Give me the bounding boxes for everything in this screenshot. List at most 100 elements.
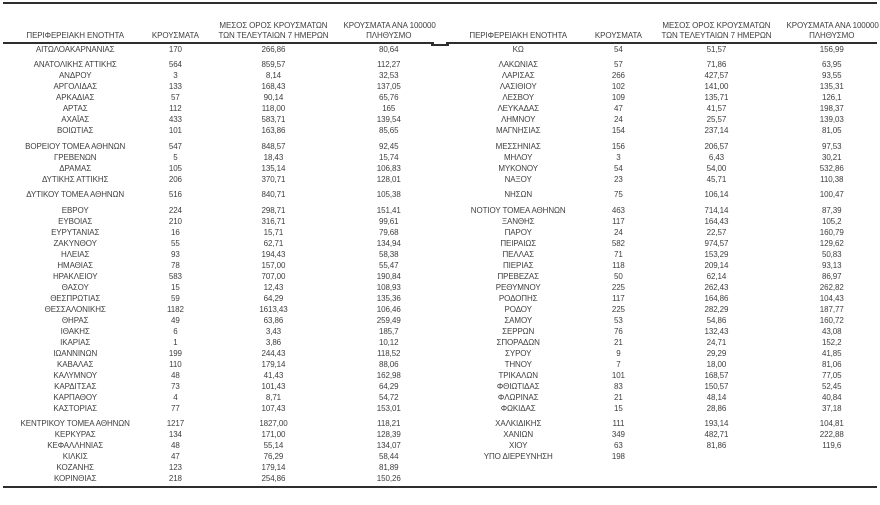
avg-7day-cell: 254,86 [261, 473, 286, 483]
per-100k-cell: 15,74 [378, 152, 399, 162]
tables-container: ΠΕΡΙΦΕΡΕΙΑΚΗ ΕΝΟΤΗΤΑ ΚΡΟΥΣΜΑΤΑ ΜΕΣΟΣ ΟΡΟ… [3, 4, 879, 484]
per-100k-cell: 99,61 [378, 216, 399, 226]
per-100k-cell: 162,98 [376, 370, 401, 380]
cases-cell: 1 [173, 337, 178, 347]
table-header: ΠΕΡΙΦΕΡΕΙΑΚΗ ΕΝΟΤΗΤΑ ΚΡΟΥΣΜΑΤΑ ΜΕΣΟΣ ΟΡΟ… [446, 4, 879, 44]
cases-cell: 547 [168, 141, 182, 151]
cases-cell: 199 [168, 348, 182, 358]
cases-cell: 118 [612, 260, 625, 270]
avg-7day-cell: 179,14 [261, 462, 286, 472]
cases-cell: 110 [169, 359, 182, 369]
cases-cell: 63 [614, 440, 623, 450]
cases-cell: 433 [168, 115, 182, 125]
region-name-cell: ΛΕΥΚΑΔΑΣ [497, 104, 539, 114]
per-100k-cell: 112,27 [377, 60, 401, 70]
region-name-cell: ΘΕΣΠΡΩΤΙΑΣ [50, 293, 101, 303]
region-name-cell: ΜΗΛΟΥ [503, 152, 533, 162]
cases-cell: 75 [614, 190, 623, 200]
avg-7day-cell: 101,43 [261, 381, 286, 391]
header-row: ΠΕΡΙΦΕΡΕΙΑΚΗ ΕΝΟΤΗΤΑ ΚΡΟΥΣΜΑΤΑ ΜΕΣΟΣ ΟΡΟ… [446, 4, 879, 44]
table-header: ΠΕΡΙΦΕΡΕΙΑΚΗ ΕΝΟΤΗΤΑ ΚΡΟΥΣΜΑΤΑ ΜΕΣΟΣ ΟΡΟ… [3, 4, 436, 44]
region-name-cell: ΑΝΑΤΟΛΙΚΗΣ ΑΤΤΙΚΗΣ [33, 60, 117, 70]
region-name-cell: ΚΑΒΑΛΑΣ [57, 359, 94, 369]
table-row: ΠΙΕΡΙΑΣ 118 209,14 93,13 [446, 260, 877, 271]
avg-7day-cell: 118,00 [261, 104, 286, 114]
avg-7day-cell: 168,43 [261, 82, 286, 92]
region-name-cell: ΑΡΤΑΣ [62, 104, 88, 114]
table-row: ΚΑΡΠΑΘΟΥ 4 8,71 54,72 [3, 392, 434, 403]
region-name-cell: ΦΘΙΩΤΙΔΑΣ [496, 381, 540, 391]
avg-7day-cell: 974,57 [704, 238, 729, 248]
avg-7day-cell: 63,86 [263, 315, 284, 325]
top-rule [3, 2, 877, 4]
per-100k-cell: 32,53 [378, 71, 399, 81]
region-name-cell: ΦΩΚΙΔΑΣ [500, 403, 536, 413]
region-name-cell: ΗΡΑΚΛΕΙΟΥ [52, 271, 98, 281]
per-100k-cell: 156,99 [819, 45, 844, 54]
per-100k-cell: 187,77 [819, 304, 844, 314]
table-row: ΗΜΑΘΙΑΣ 78 157,00 55,47 [3, 260, 434, 271]
avg-7day-cell: 41,43 [263, 370, 284, 380]
regional-cases-table-left: ΠΕΡΙΦΕΡΕΙΑΚΗ ΕΝΟΤΗΤΑ ΚΡΟΥΣΜΑΤΑ ΜΕΣΟΣ ΟΡΟ… [3, 4, 436, 484]
table-row: ΔΥΤΙΚΗΣ ΑΤΤΙΚΗΣ 206 370,71 128,01 [3, 174, 434, 185]
col-header-7day-avg: ΜΕΣΟΣ ΟΡΟΣ ΚΡΟΥΣΜΑΤΩΝ ΤΩΝ ΤΕΛΕΥΤΑΙΩΝ 7 Η… [203, 4, 344, 44]
avg-7day-cell: 54,86 [706, 315, 727, 325]
cases-cell: 225 [611, 304, 625, 314]
per-100k-cell: 532,86 [819, 163, 844, 173]
table-row: ΥΠΟ ΔΙΕΡΕΥΝΗΣΗ 198 [446, 451, 877, 462]
avg-7day-cell: 24,71 [706, 337, 727, 347]
avg-7day-cell: 28,86 [706, 403, 727, 413]
avg-7day-cell: 168,57 [704, 370, 729, 380]
per-100k-cell: 139,54 [376, 115, 401, 125]
avg-7day-cell: 164,43 [704, 216, 729, 226]
report-sheet: ΠΕΡΙΦΕΡΕΙΑΚΗ ΕΝΟΤΗΤΑ ΚΡΟΥΣΜΑΤΑ ΜΕΣΟΣ ΟΡΟ… [3, 2, 879, 502]
avg-7day-cell: 262,43 [704, 282, 729, 292]
cases-cell: 349 [611, 429, 625, 439]
per-100k-cell: 110,38 [820, 174, 844, 184]
region-name-cell: ΠΑΡΟΥ [504, 227, 532, 237]
table-row: ΝΗΣΩΝ 75 106,14 100,47 [446, 189, 877, 200]
table-row: ΙΩΑΝΝΙΝΩΝ 199 244,43 118,52 [3, 348, 434, 359]
per-100k-cell: 55,47 [378, 260, 399, 270]
per-100k-cell: 126,1 [821, 93, 842, 103]
region-name-cell: ΗΛΕΙΑΣ [61, 249, 90, 259]
cases-cell: 210 [168, 216, 182, 226]
cases-cell: 83 [614, 381, 623, 391]
avg-7day-cell: 171,00 [261, 429, 286, 439]
cases-cell: 57 [171, 93, 180, 103]
per-100k-cell: 43,08 [821, 326, 842, 336]
table-row: ΔΡΑΜΑΣ 105 135,14 106,83 [3, 163, 434, 174]
table-row: ΑΡΓΟΛΙΔΑΣ 133 168,43 137,05 [3, 81, 434, 92]
table-row: ΣΥΡΟΥ 9 29,29 41,85 [446, 348, 877, 359]
table-row: ΚΙΛΚΙΣ 47 76,29 58,44 [3, 451, 434, 462]
avg-7day-cell: 707,00 [261, 271, 286, 281]
cases-cell: 1217 [166, 418, 185, 428]
cases-cell: 24 [614, 227, 623, 237]
cases-cell: 224 [168, 205, 182, 215]
region-name-cell: ΡΟΔΟΠΗΣ [498, 293, 538, 303]
avg-7day-cell: 157,00 [261, 260, 286, 270]
cases-cell: 111 [612, 418, 625, 428]
region-name-cell: ΤΗΝΟΥ [504, 359, 532, 369]
table-row: ΜΕΣΣΗΝΙΑΣ 156 206,57 97,53 [446, 141, 877, 152]
cases-cell: 16 [171, 227, 180, 237]
region-name-cell: ΝΑΞΟΥ [504, 174, 532, 184]
table-row: ΑΙΤΩΛΟΑΚΑΡΝΑΝΙΑΣ 170 266,86 80,64 [3, 44, 434, 55]
region-name-cell: ΚΟΡΙΝΘΙΑΣ [53, 473, 97, 483]
cases-cell: 76 [614, 326, 623, 336]
per-100k-cell: 79,68 [378, 227, 399, 237]
cases-cell: 24 [614, 115, 623, 125]
cases-cell: 154 [611, 126, 625, 136]
cases-cell: 218 [168, 473, 182, 483]
table-row: ΛΑΡΙΣΑΣ 266 427,57 93,55 [446, 70, 877, 81]
avg-7day-cell: 237,14 [704, 126, 729, 136]
cases-cell: 3 [173, 71, 178, 81]
table-row: ΘΑΣΟΥ 15 12,43 108,93 [3, 282, 434, 293]
avg-7day-cell: 298,71 [261, 205, 286, 215]
region-name-cell: ΚΑΡΔΙΤΣΑΣ [54, 381, 97, 391]
table-row: ΔΥΤΙΚΟΥ ΤΟΜΕΑ ΑΘΗΝΩΝ 516 840,71 105,38 [3, 189, 434, 200]
cases-cell: 117 [612, 293, 625, 303]
per-100k-cell: 106,46 [376, 304, 401, 314]
table-row: ΧΙΟΥ 63 81,86 119,6 [446, 440, 877, 451]
table-row: ΡΕΘΥΜΝΟΥ 225 262,43 262,82 [446, 282, 877, 293]
